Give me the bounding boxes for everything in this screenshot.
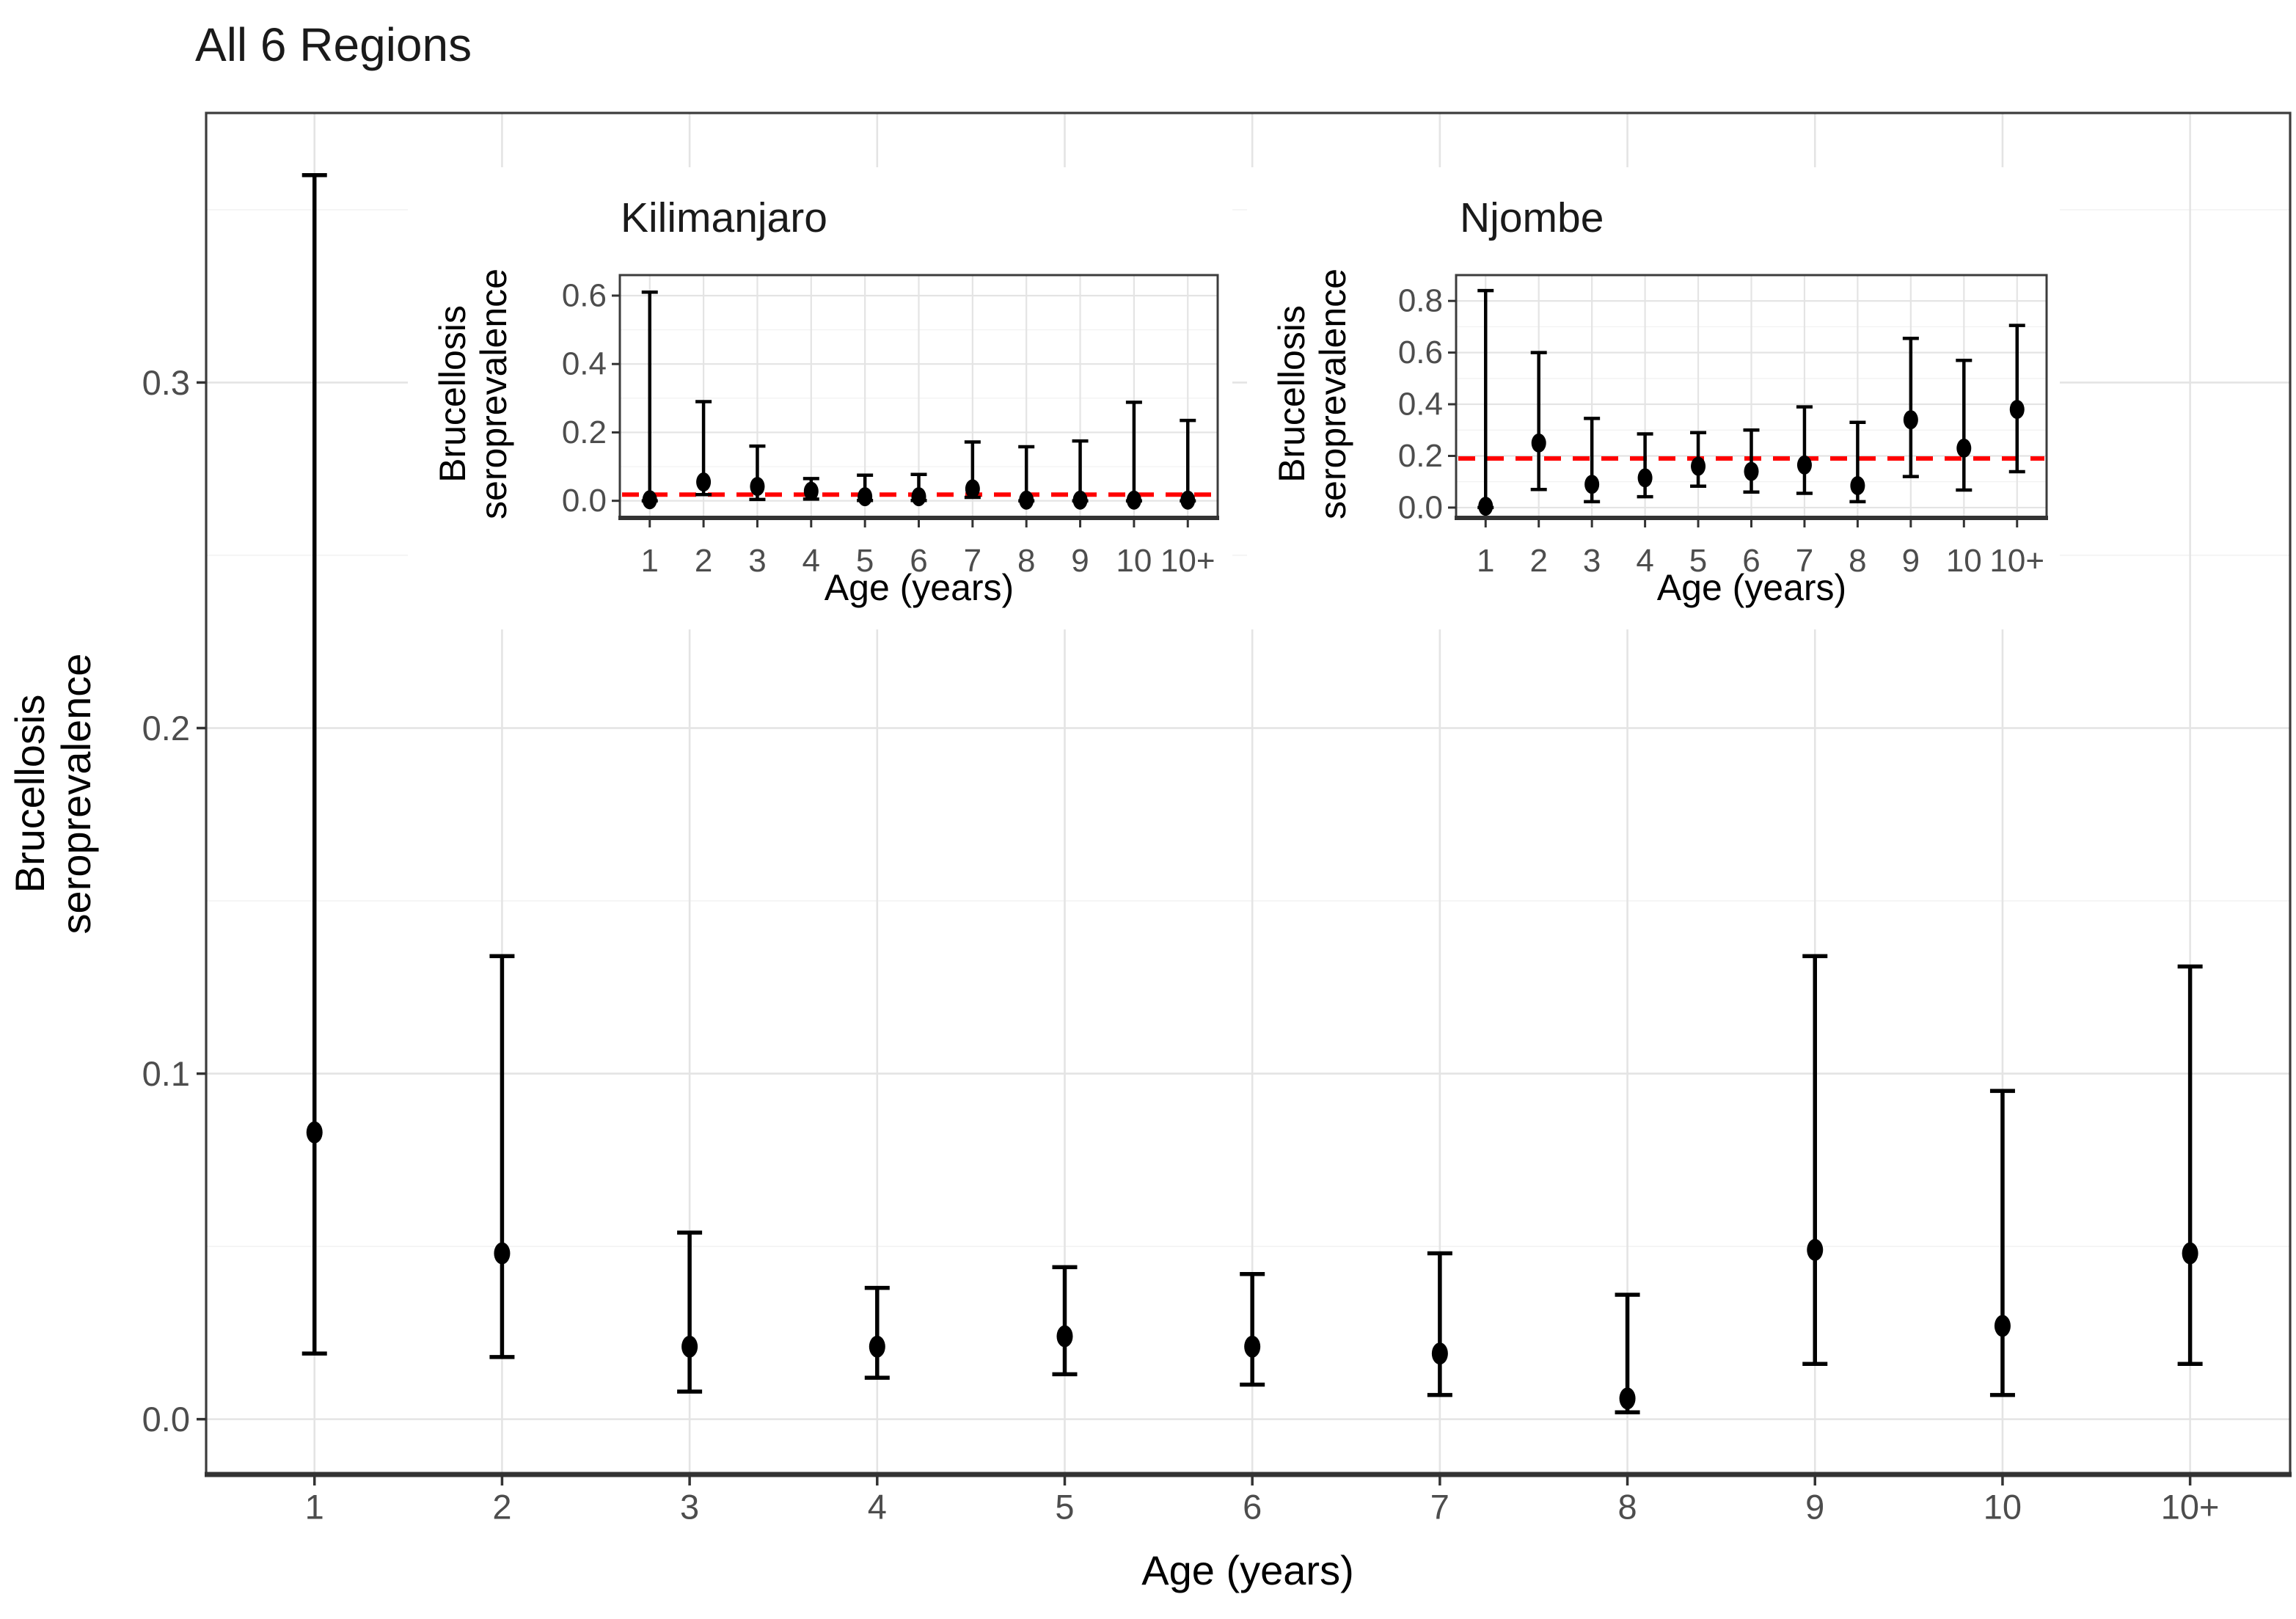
- point-marker: [1744, 461, 1759, 481]
- y-tick-label: 0.4: [1398, 387, 1443, 423]
- njombe-y-axis-title: Brucellosis seroprevalence: [1271, 268, 1353, 519]
- x-tick-label: 10+: [2161, 1487, 2220, 1526]
- x-tick-label: 1: [641, 543, 659, 579]
- x-tick-label: 2: [695, 543, 712, 579]
- kilimanjaro-x-axis-title: Age (years): [824, 567, 1014, 608]
- y-tick-label: 0.2: [142, 709, 190, 748]
- point-marker: [911, 487, 926, 507]
- point-marker: [1056, 1325, 1073, 1348]
- x-tick-label: 3: [748, 543, 766, 579]
- point-marker: [306, 1121, 323, 1144]
- x-tick-label: 10+: [1160, 543, 1215, 579]
- point-marker: [1531, 433, 1546, 453]
- point-marker: [1126, 490, 1141, 510]
- point-marker: [1994, 1315, 2011, 1337]
- x-tick-label: 10+: [1989, 543, 2044, 579]
- x-tick-label: 10: [1116, 543, 1152, 579]
- point-marker: [1180, 490, 1196, 510]
- x-tick-label: 5: [1055, 1487, 1074, 1526]
- point-marker: [858, 487, 873, 507]
- x-tick-label: 3: [1583, 543, 1601, 579]
- x-tick-label: 4: [868, 1487, 887, 1526]
- y-tick-label: 0.2: [562, 414, 607, 450]
- x-tick-label: 8: [1849, 543, 1866, 579]
- x-tick-label: 5: [1689, 543, 1707, 579]
- point-marker: [1431, 1342, 1448, 1365]
- x-tick-label: 1: [1477, 543, 1494, 579]
- point-marker: [965, 479, 980, 499]
- x-tick-label: 7: [1430, 1487, 1449, 1526]
- y-tick-label: 0.2: [1398, 438, 1443, 474]
- kilimanjaro-y-axis-title: Brucellosis seroprevalence: [432, 268, 514, 519]
- y-tick-label: 0.3: [142, 363, 190, 402]
- point-marker: [2182, 1242, 2198, 1265]
- point-marker: [1691, 456, 1706, 476]
- x-tick-label: 5: [856, 543, 874, 579]
- point-marker: [750, 477, 765, 497]
- inset-kilimanjaro-title: Kilimanjaro: [621, 194, 827, 241]
- x-tick-label: 2: [492, 1487, 511, 1526]
- y-tick-label: 0.0: [1398, 489, 1443, 525]
- point-marker: [494, 1242, 511, 1265]
- point-marker: [642, 490, 657, 510]
- y-tick-label: 0.8: [1398, 283, 1443, 319]
- point-marker: [681, 1335, 698, 1358]
- x-tick-label: 9: [1805, 1487, 1824, 1526]
- point-marker: [869, 1335, 885, 1358]
- y-tick-label: 0.1: [142, 1054, 190, 1093]
- point-marker: [1072, 490, 1088, 510]
- main-chart-title: All 6 Regions: [195, 18, 472, 71]
- x-tick-label: 10: [1984, 1487, 2022, 1526]
- njombe-x-axis-title: Age (years): [1656, 567, 1847, 608]
- x-tick-label: 6: [1243, 1487, 1262, 1526]
- x-tick-label: 6: [910, 543, 927, 579]
- point-marker: [1807, 1238, 1824, 1261]
- point-marker: [1478, 497, 1494, 516]
- y-tick-label: 0.0: [562, 483, 607, 519]
- point-marker: [696, 472, 712, 492]
- y-tick-label: 0.6: [1398, 335, 1443, 370]
- point-marker: [1796, 455, 1812, 475]
- point-marker: [1637, 468, 1653, 488]
- point-marker: [1850, 475, 1865, 495]
- y-tick-label: 0.4: [562, 346, 607, 382]
- point-marker: [1956, 438, 1972, 458]
- x-tick-label: 9: [1071, 543, 1089, 579]
- x-tick-label: 8: [1617, 1487, 1637, 1526]
- y-tick-label: 0.0: [142, 1400, 190, 1439]
- x-tick-label: 1: [305, 1487, 324, 1526]
- x-tick-label: 6: [1742, 543, 1760, 579]
- point-marker: [803, 481, 819, 501]
- x-tick-label: 3: [680, 1487, 699, 1526]
- x-tick-label: 7: [1796, 543, 1813, 579]
- point-marker: [1244, 1335, 1261, 1358]
- x-tick-label: 8: [1017, 543, 1035, 579]
- x-tick-label: 7: [964, 543, 981, 579]
- point-marker: [1903, 410, 1918, 430]
- x-tick-label: 4: [802, 543, 820, 579]
- point-marker: [1584, 475, 1600, 494]
- x-tick-label: 10: [1946, 543, 1982, 579]
- x-tick-label: 9: [1902, 543, 1920, 579]
- y-tick-label: 0.6: [562, 277, 607, 313]
- main-y-axis-title: Brucellosis seroprevalence: [7, 653, 99, 935]
- x-tick-label: 2: [1529, 543, 1547, 579]
- x-tick-label: 4: [1636, 543, 1653, 579]
- inset-njombe-title: Njombe: [1460, 194, 1604, 241]
- point-marker: [1019, 490, 1034, 510]
- main-x-axis-title: Age (years): [1141, 1547, 1354, 1593]
- point-marker: [2009, 400, 2025, 420]
- point-marker: [1619, 1387, 1636, 1410]
